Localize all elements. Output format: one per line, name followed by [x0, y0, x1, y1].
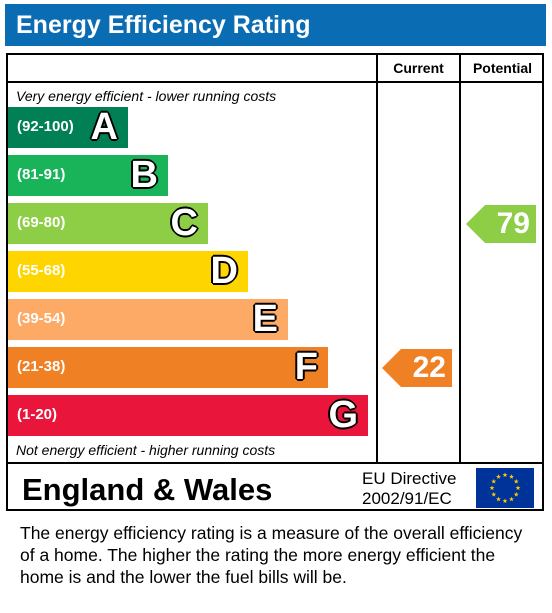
band-letter-label: D: [210, 250, 238, 292]
flag-star: [491, 478, 497, 484]
directive-line-2: 2002/91/EC: [362, 489, 452, 508]
column-header-potential: Potential: [472, 60, 533, 76]
rating-frame: [6, 53, 544, 511]
pointer-value-label: 22: [412, 351, 446, 384]
pointer-arrow-shape: [466, 205, 536, 243]
pointer-value-label: 79: [496, 207, 530, 240]
band-b: (81-91) B: [8, 155, 168, 196]
country-label: England & Wales: [22, 472, 273, 507]
flag-star: [509, 496, 514, 502]
pointer-arrow-shape: [382, 349, 452, 387]
flag-star: [491, 491, 497, 497]
band-range-label: (21-38): [17, 358, 66, 375]
directive-line-1: EU Directive: [362, 469, 457, 488]
band-e: (39-54) E: [8, 299, 288, 340]
flag-star: [509, 474, 514, 479]
flag-star: [502, 472, 508, 478]
band-letter-label: C: [170, 202, 198, 244]
band-range-label: (39-54): [17, 310, 66, 327]
band-range-label: (92-100): [17, 118, 74, 135]
flag-star: [496, 496, 501, 502]
band-c: (69-80) C: [8, 203, 208, 244]
band-letter-label: A: [90, 106, 118, 148]
band-range-label: (69-80): [17, 214, 66, 231]
flag-star: [515, 485, 521, 491]
column-divider-current: [376, 53, 378, 464]
band-letter-label: B: [130, 154, 158, 196]
pointer-current: 22: [382, 349, 452, 387]
band-range-label: (1-20): [17, 406, 58, 423]
band-g: (1-20) G: [8, 395, 368, 436]
note-not-efficient: Not energy efficient - higher running co…: [16, 442, 276, 458]
column-divider-potential: [459, 53, 461, 464]
note-very-efficient: Very energy efficient - lower running co…: [16, 88, 277, 104]
flag-star: [496, 474, 501, 479]
footer-row-divider: [6, 462, 544, 464]
header-bar: Energy Efficiency Rating: [5, 4, 546, 46]
band-letter-label: G: [328, 394, 358, 436]
band-d: (55-68) D: [8, 251, 248, 292]
band-range-label: (81-91): [17, 166, 66, 183]
column-header-current: Current: [393, 60, 444, 76]
header-row-divider: [6, 81, 544, 83]
band-a: (92-100) A: [8, 107, 128, 148]
pointer-potential: 79: [466, 205, 536, 243]
band-letter-label: E: [252, 298, 278, 340]
flag-star: [502, 498, 508, 504]
band-letter-label: F: [294, 346, 318, 388]
flag-star: [489, 485, 495, 491]
chart-title: Energy Efficiency Rating: [16, 11, 311, 39]
description-text: The energy efficiency rating is a measur…: [20, 523, 523, 587]
flag-star: [513, 478, 519, 484]
band-f: (21-38) F: [8, 347, 328, 388]
eu-flag-icon: [476, 468, 534, 508]
band-range-label: (55-68): [17, 262, 66, 279]
flag-star: [513, 491, 519, 497]
